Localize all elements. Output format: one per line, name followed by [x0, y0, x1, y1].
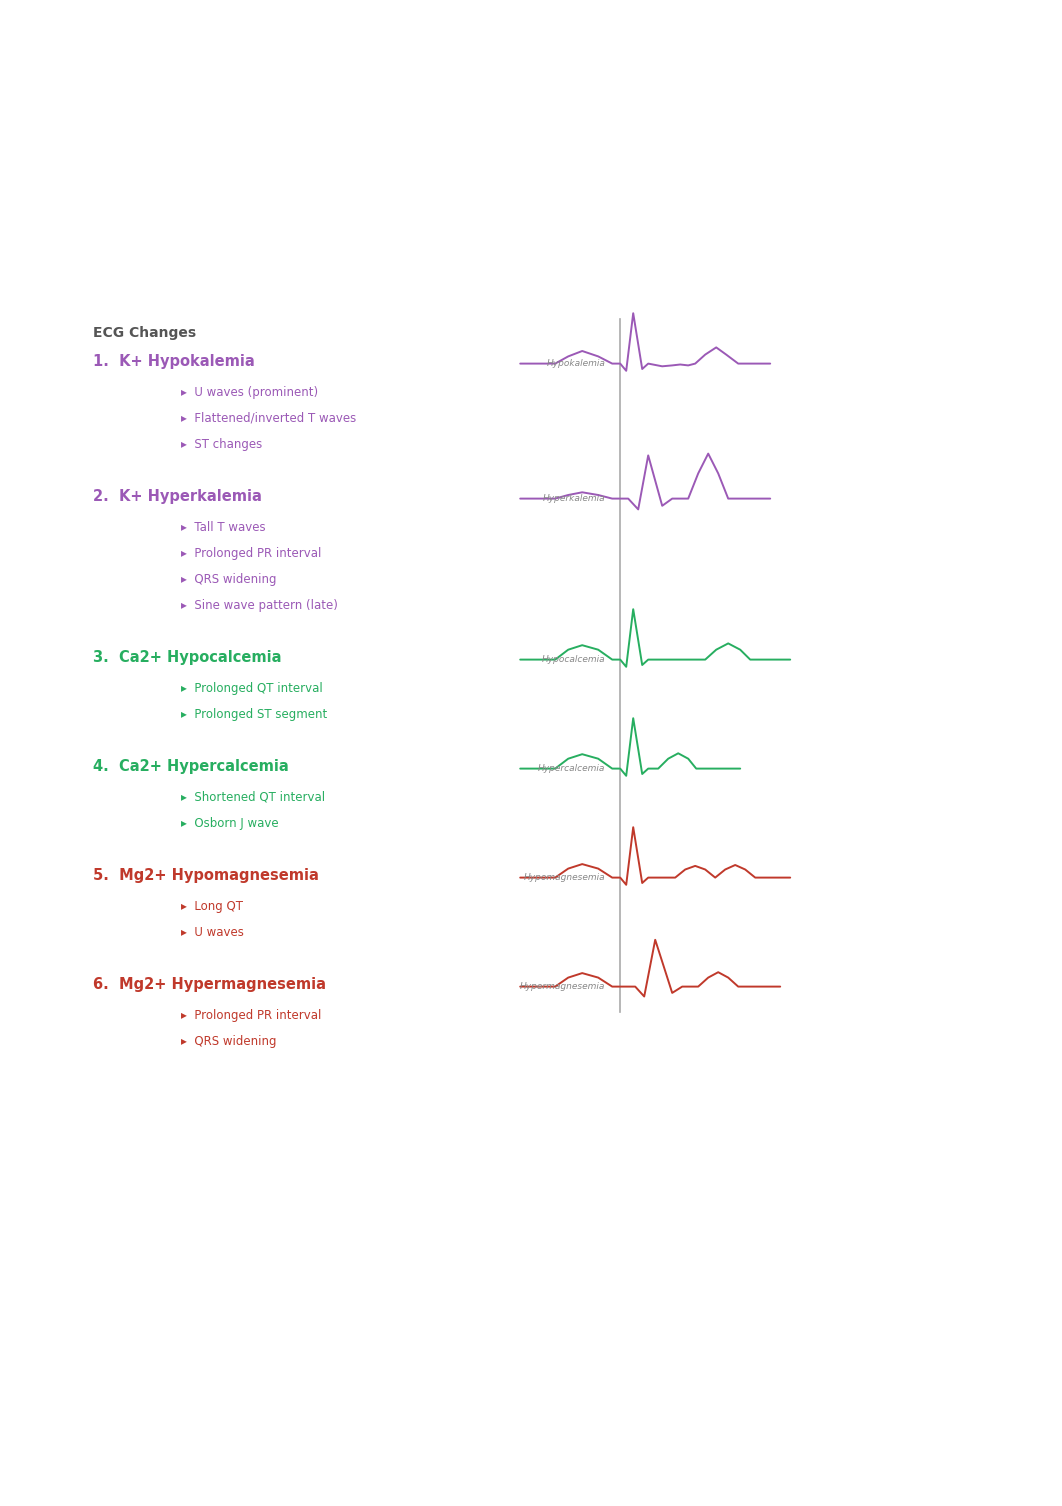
Text: ▸  U waves: ▸ U waves: [181, 926, 243, 940]
Text: 1.  K+ Hypokalemia: 1. K+ Hypokalemia: [93, 354, 255, 369]
Text: ECG Changes: ECG Changes: [93, 325, 196, 340]
Text: Hypermagnesemia: Hypermagnesemia: [519, 982, 605, 991]
Text: 5.  Mg2+ Hypomagnesemia: 5. Mg2+ Hypomagnesemia: [93, 867, 320, 883]
Text: Hypercalcemia: Hypercalcemia: [537, 764, 605, 773]
Text: ▸  ST changes: ▸ ST changes: [181, 438, 262, 450]
Text: 3.  Ca2+ Hypocalcemia: 3. Ca2+ Hypocalcemia: [93, 651, 281, 666]
Text: 6.  Mg2+ Hypermagnesemia: 6. Mg2+ Hypermagnesemia: [93, 977, 326, 992]
Text: ▸  Prolonged PR interval: ▸ Prolonged PR interval: [181, 547, 321, 560]
Text: Hypocalcemia: Hypocalcemia: [542, 655, 605, 664]
Text: ▸  Long QT: ▸ Long QT: [181, 901, 242, 913]
Text: ▸  U waves (prominent): ▸ U waves (prominent): [181, 386, 318, 399]
Text: ▸  Osborn J wave: ▸ Osborn J wave: [181, 816, 278, 830]
Text: ▸  Prolonged ST segment: ▸ Prolonged ST segment: [181, 708, 327, 721]
Text: ▸  Prolonged QT interval: ▸ Prolonged QT interval: [181, 682, 322, 694]
Text: ▸  Tall T waves: ▸ Tall T waves: [181, 521, 266, 535]
Text: Hypokalemia: Hypokalemia: [546, 358, 605, 367]
Text: ▸  QRS widening: ▸ QRS widening: [181, 572, 276, 586]
Text: Hypomagnesemia: Hypomagnesemia: [524, 873, 605, 883]
Text: ▸  Prolonged PR interval: ▸ Prolonged PR interval: [181, 1009, 321, 1023]
Text: ▸  Sine wave pattern (late): ▸ Sine wave pattern (late): [181, 599, 338, 611]
Text: ▸  Flattened/inverted T waves: ▸ Flattened/inverted T waves: [181, 413, 356, 425]
Text: 2.  K+ Hyperkalemia: 2. K+ Hyperkalemia: [93, 489, 262, 505]
Text: Hyperkalemia: Hyperkalemia: [543, 494, 605, 503]
Text: ▸  QRS widening: ▸ QRS widening: [181, 1035, 276, 1048]
Text: ▸  Shortened QT interval: ▸ Shortened QT interval: [181, 791, 325, 804]
Text: 4.  Ca2+ Hypercalcemia: 4. Ca2+ Hypercalcemia: [93, 759, 289, 774]
